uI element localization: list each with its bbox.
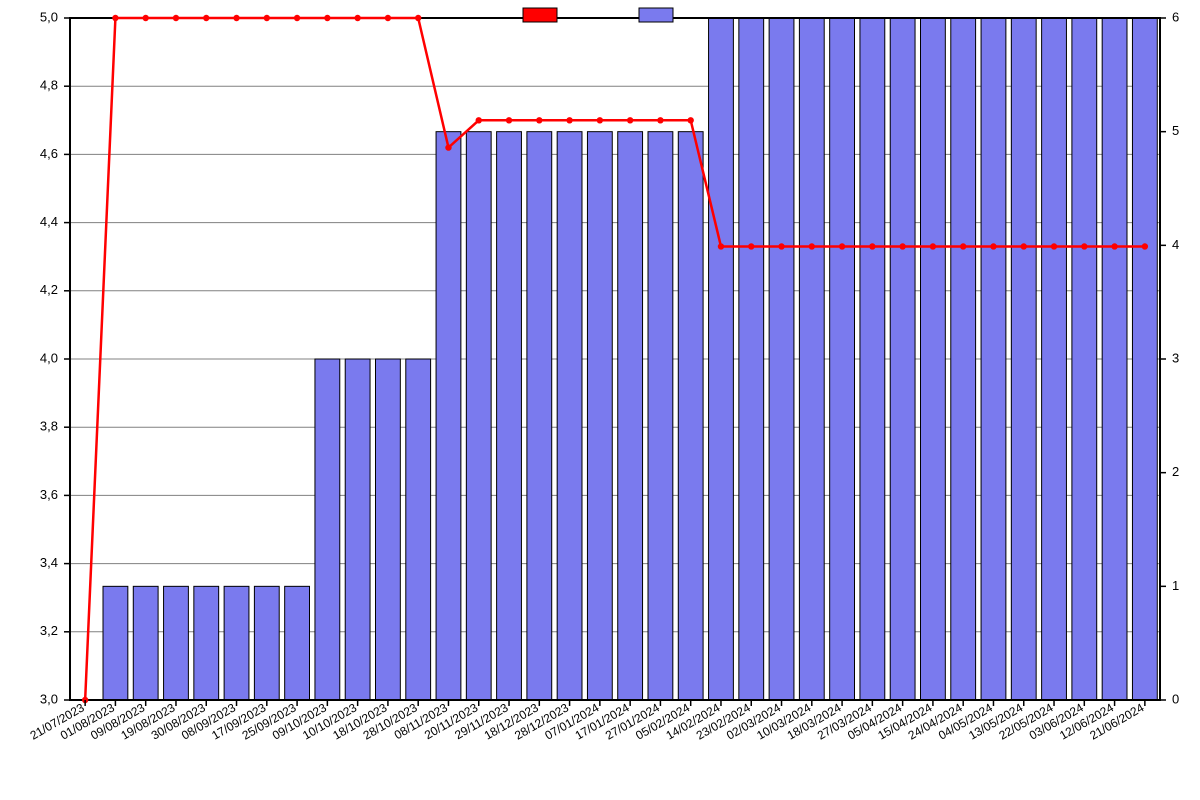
bar bbox=[224, 586, 249, 700]
bar bbox=[1132, 18, 1157, 700]
bar bbox=[981, 18, 1006, 700]
bar bbox=[406, 359, 431, 700]
line-marker bbox=[294, 15, 300, 21]
bar bbox=[587, 132, 612, 700]
y-left-tick-label: 4,6 bbox=[40, 146, 58, 161]
bar bbox=[799, 18, 824, 700]
line-marker bbox=[385, 15, 391, 21]
bar bbox=[376, 359, 401, 700]
bar bbox=[921, 18, 946, 700]
y-left-tick-label: 4,8 bbox=[40, 78, 58, 93]
bar bbox=[1102, 18, 1127, 700]
bar bbox=[709, 18, 734, 700]
bar bbox=[1042, 18, 1067, 700]
bar bbox=[678, 132, 703, 700]
line-marker bbox=[415, 15, 421, 21]
bar bbox=[1011, 18, 1036, 700]
x-axis: 21/07/202301/08/202309/08/202319/08/2023… bbox=[28, 700, 1147, 743]
line-marker bbox=[142, 15, 148, 21]
line-marker bbox=[445, 144, 451, 150]
legend-swatch-line bbox=[523, 8, 557, 22]
line-marker bbox=[899, 243, 905, 249]
bar bbox=[860, 18, 885, 700]
bar bbox=[345, 359, 370, 700]
bar bbox=[951, 18, 976, 700]
line-marker bbox=[627, 117, 633, 123]
bar bbox=[769, 18, 794, 700]
line-marker bbox=[173, 15, 179, 21]
line-marker bbox=[839, 243, 845, 249]
line-marker bbox=[687, 117, 693, 123]
bar bbox=[315, 359, 340, 700]
bar bbox=[285, 586, 310, 700]
y-right-tick-label: 5 bbox=[1172, 123, 1179, 138]
line-marker bbox=[748, 243, 754, 249]
legend-swatch-bar bbox=[639, 8, 673, 22]
line-marker bbox=[657, 117, 663, 123]
y-left-tick-label: 3,6 bbox=[40, 487, 58, 502]
y-right-tick-label: 3 bbox=[1172, 350, 1179, 365]
bar bbox=[890, 18, 915, 700]
bar bbox=[739, 18, 764, 700]
y-left-tick-label: 3,0 bbox=[40, 691, 58, 706]
line-marker bbox=[718, 243, 724, 249]
line-marker bbox=[778, 243, 784, 249]
line-marker bbox=[264, 15, 270, 21]
bar bbox=[497, 132, 522, 700]
line-marker bbox=[476, 117, 482, 123]
y-left-tick-label: 3,8 bbox=[40, 419, 58, 434]
line-marker bbox=[960, 243, 966, 249]
bar bbox=[557, 132, 582, 700]
line-marker bbox=[566, 117, 572, 123]
bar bbox=[164, 586, 189, 700]
line-marker bbox=[354, 15, 360, 21]
bar bbox=[618, 132, 643, 700]
y-left-tick-label: 4,4 bbox=[40, 214, 58, 229]
y-left-tick-label: 4,0 bbox=[40, 350, 58, 365]
line-marker bbox=[324, 15, 330, 21]
bar bbox=[830, 18, 855, 700]
y-right-tick-label: 6 bbox=[1172, 9, 1179, 24]
line-marker bbox=[1051, 243, 1057, 249]
bar bbox=[466, 132, 491, 700]
bar bbox=[1072, 18, 1097, 700]
chart-svg: 3,0 3,2 3,4 3,6 3,8 4,0 4,2 4,4 4,6 4,8 5,0 0 1 2 3 4 5 6… bbox=[0, 0, 1200, 800]
bar bbox=[254, 586, 279, 700]
y-right-tick-label: 1 bbox=[1172, 578, 1179, 593]
line-marker bbox=[1111, 243, 1117, 249]
chart-container: 3,0 3,2 3,4 3,6 3,8 4,0 4,2 4,4 4,6 4,8 5,0 0 1 2 3 4 5 6… bbox=[0, 0, 1200, 800]
line-marker bbox=[930, 243, 936, 249]
bar bbox=[648, 132, 673, 700]
y-left-tick-label: 5,0 bbox=[40, 9, 58, 24]
line-marker bbox=[597, 117, 603, 123]
line-marker bbox=[1021, 243, 1027, 249]
y-left-tick-label: 4,2 bbox=[40, 282, 58, 297]
y-right-tick-label: 2 bbox=[1172, 464, 1179, 479]
line-marker bbox=[203, 15, 209, 21]
y-left-tick-label: 3,4 bbox=[40, 555, 58, 570]
line-marker bbox=[1081, 243, 1087, 249]
line-marker bbox=[990, 243, 996, 249]
line-marker bbox=[809, 243, 815, 249]
y-right-tick-label: 0 bbox=[1172, 691, 1179, 706]
line-marker bbox=[536, 117, 542, 123]
line-marker bbox=[506, 117, 512, 123]
line-marker bbox=[112, 15, 118, 21]
bar bbox=[436, 132, 461, 700]
bar bbox=[527, 132, 552, 700]
bar bbox=[103, 586, 128, 700]
y-right-tick-label: 4 bbox=[1172, 237, 1179, 252]
bar bbox=[194, 586, 219, 700]
line-marker bbox=[1142, 243, 1148, 249]
line-marker bbox=[869, 243, 875, 249]
bar bbox=[133, 586, 158, 700]
line-marker bbox=[233, 15, 239, 21]
y-left-tick-label: 3,2 bbox=[40, 623, 58, 638]
